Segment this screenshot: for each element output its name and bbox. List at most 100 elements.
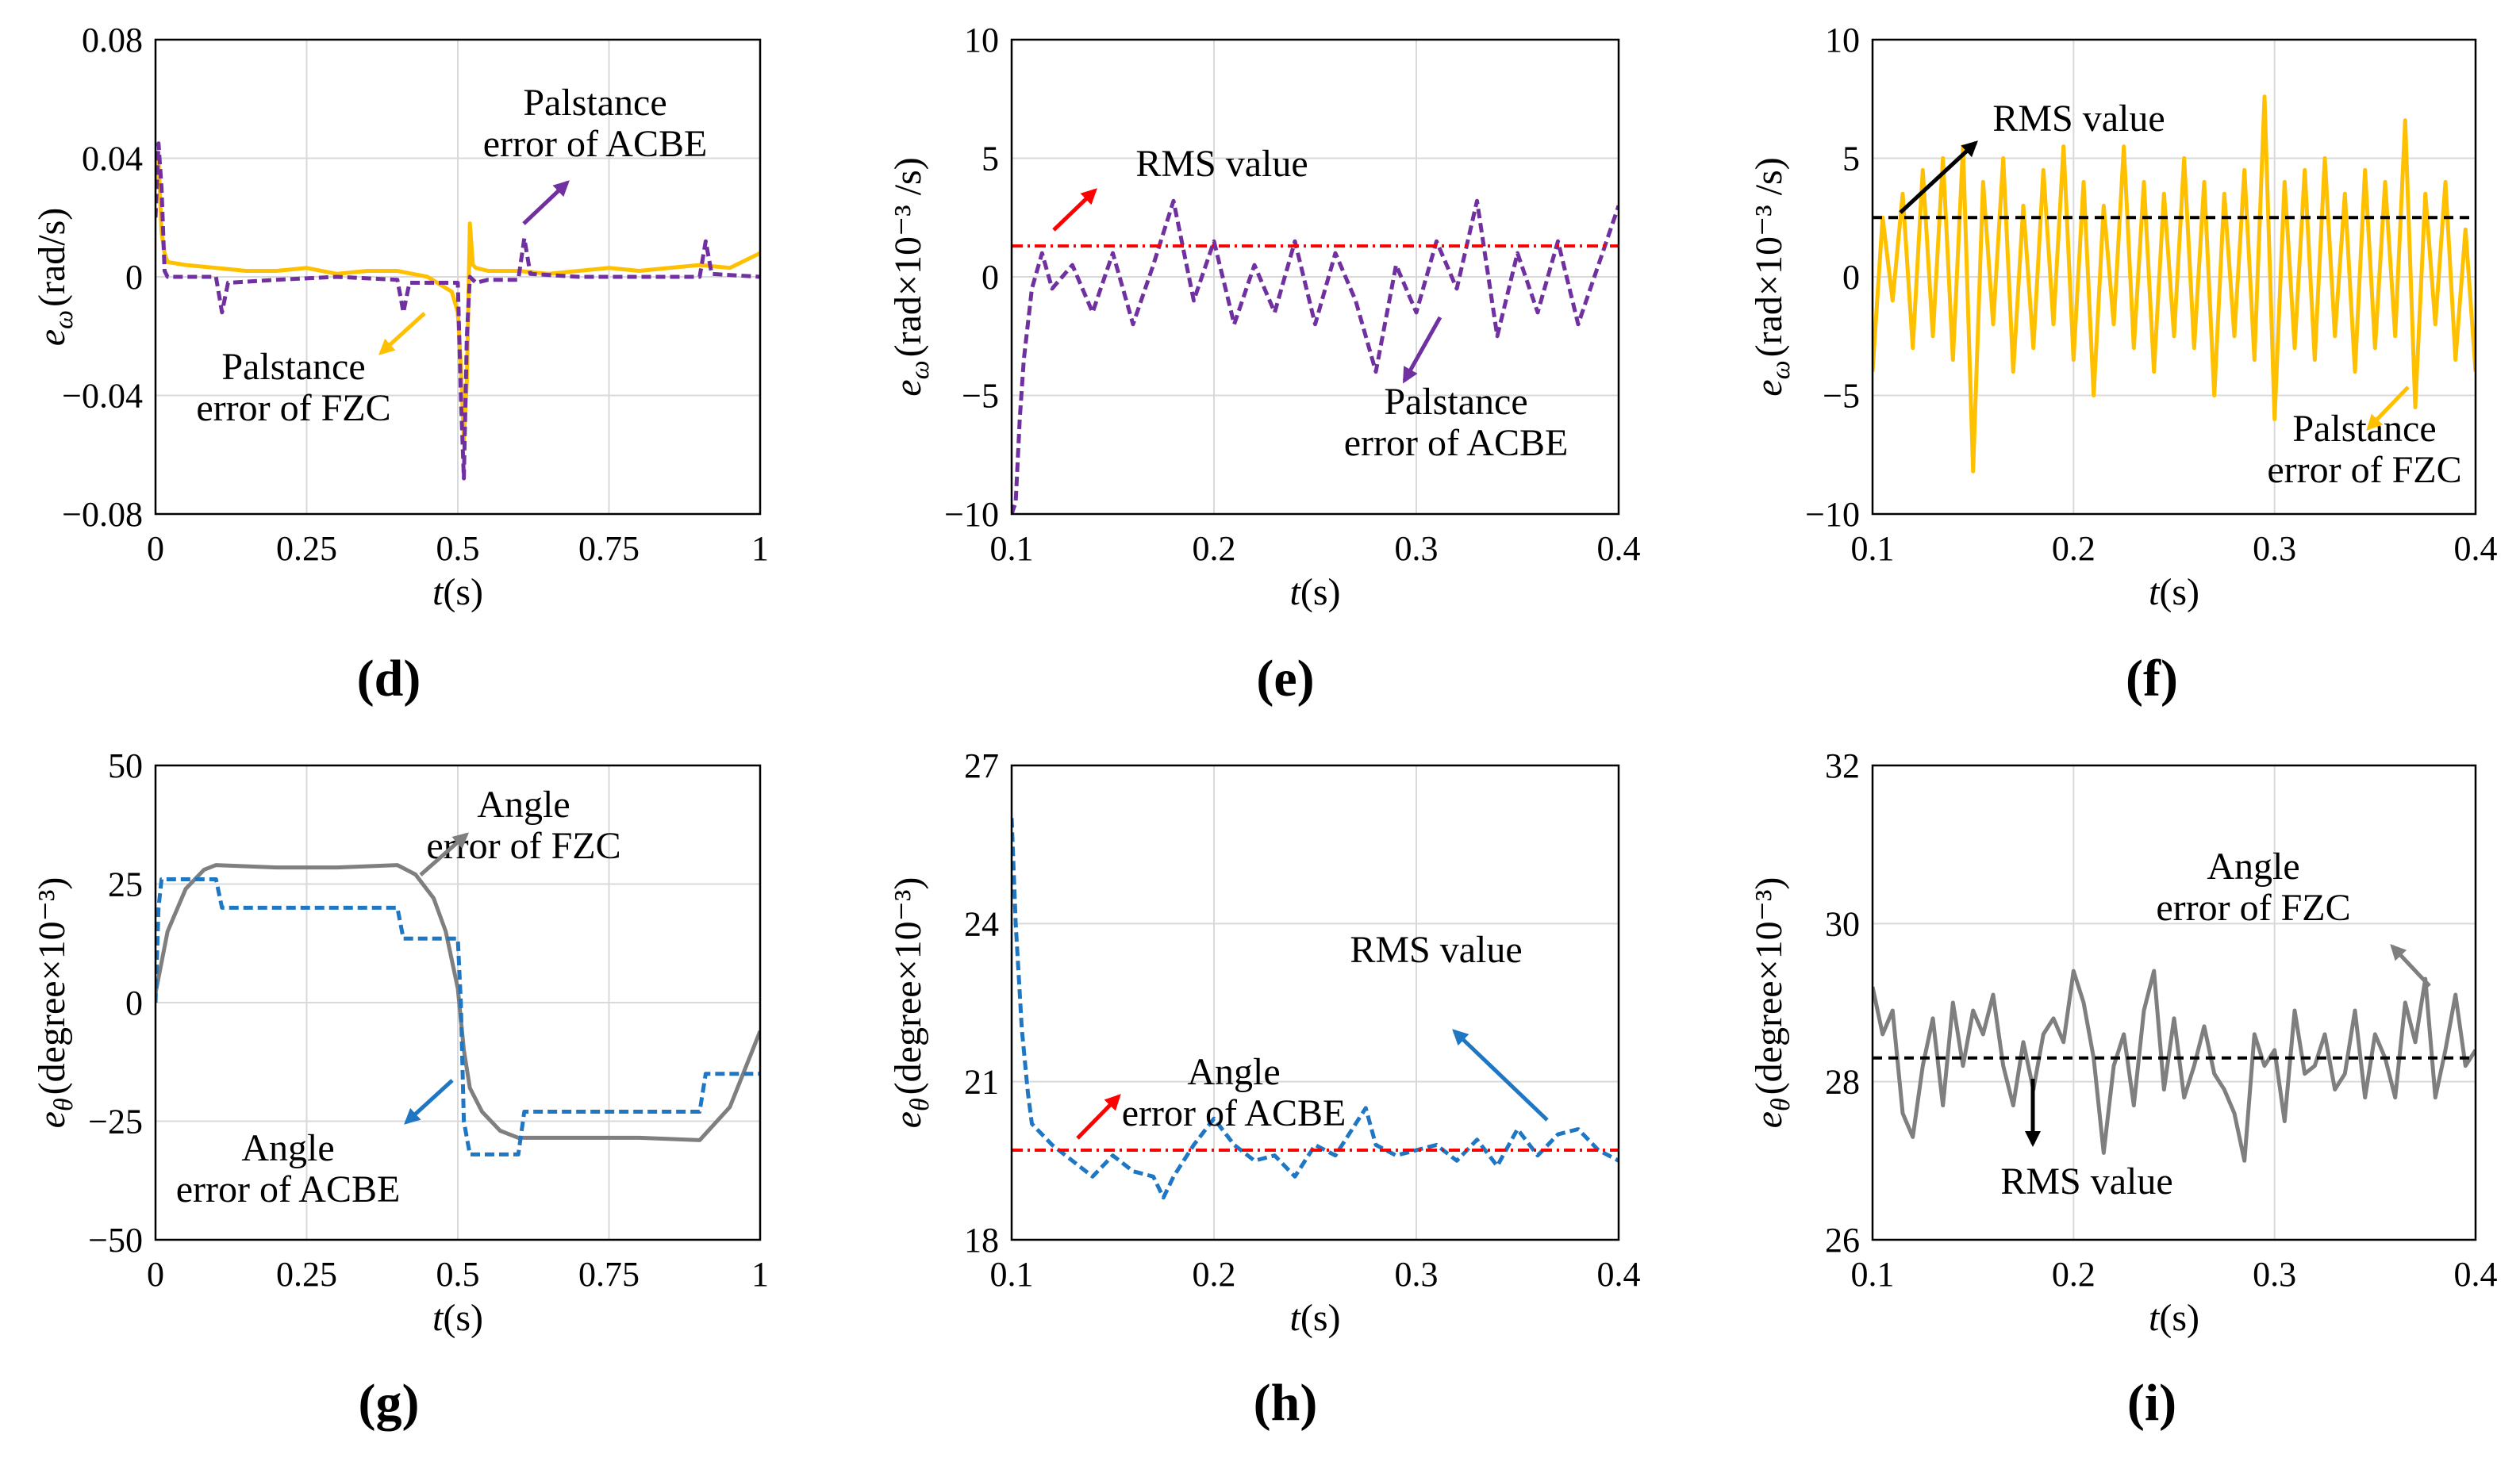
x-tick-label: 0.4 xyxy=(1597,529,1641,568)
y-tick-label: 25 xyxy=(108,865,143,904)
x-tick-label: 0.1 xyxy=(990,529,1034,568)
x-tick-label: 0.75 xyxy=(578,529,640,568)
panel-label: (e) xyxy=(1256,650,1314,708)
panel-label: (f) xyxy=(2126,650,2178,708)
y-tick-label: −0.08 xyxy=(62,495,143,534)
plot-frame xyxy=(154,38,762,516)
x-axis-variable: t xyxy=(2149,571,2161,613)
x-tick-label: 0.5 xyxy=(436,1255,480,1294)
y-tick-label: 50 xyxy=(108,746,143,785)
annotation-arrow xyxy=(378,312,426,355)
x-axis-label: t(s) xyxy=(2149,571,2199,613)
chart-panel-h: 0.1 0.2 0.3 0.4 18 21 24 27 t(s) eθ (degree×10⁻³) R… xyxy=(887,746,1641,1432)
annotation-label: RMS value xyxy=(1350,929,1522,971)
y-axis-unit: (degree×10⁻³) xyxy=(1748,877,1790,1095)
annotation-label: RMS value xyxy=(1135,143,1308,185)
x-tick-label: 0.4 xyxy=(2454,1255,2498,1294)
x-axis-label: t(s) xyxy=(2149,1297,2199,1339)
y-tick-label: 30 xyxy=(1825,904,1860,943)
annotation-line: error of FZC xyxy=(196,387,390,429)
annotation-line: RMS value xyxy=(2000,1160,2172,1203)
y-tick-label: 0 xyxy=(981,258,999,297)
chart-panel-g: 0 0.25 0.5 0.75 1 −50 −25 0 25 50 t(s) eθ (degree×10… xyxy=(31,746,769,1432)
series-line-acbe xyxy=(156,141,760,481)
x-axis-unit: (s) xyxy=(2159,1297,2199,1339)
annotation-label: RMS value xyxy=(2000,1160,2172,1203)
plot-frame xyxy=(1010,38,1620,516)
plot-frame xyxy=(1871,38,2477,516)
x-axis-variable: t xyxy=(432,571,444,613)
annotation-arrow xyxy=(1076,1094,1121,1140)
annotation-line: error of FZC xyxy=(2267,449,2461,491)
annotation-label: Palstance error of ACBE xyxy=(1344,381,1569,464)
y-axis-variable: e xyxy=(887,1111,929,1128)
y-axis-label: eθ (degree×10⁻³) xyxy=(31,877,79,1129)
annotation-line: Angle xyxy=(241,1127,334,1169)
annotation-label: Palstance error of FZC xyxy=(196,346,390,429)
x-tick-label: 1 xyxy=(751,529,769,568)
annotation-line: error of ACBE xyxy=(483,123,708,165)
x-axis-unit: (s) xyxy=(1300,1297,1341,1339)
chart-panel-f: 0.1 0.2 0.3 0.4 −10 −5 0 5 10 t(s) eω (rad×10⁻³ /s)… xyxy=(1748,21,2498,708)
y-axis-subscript: θ xyxy=(1766,1098,1796,1111)
y-axis-variable: e xyxy=(1748,1111,1790,1128)
y-tick-label: −10 xyxy=(1805,495,1860,534)
x-axis-unit: (s) xyxy=(443,571,483,613)
y-tick-label: 10 xyxy=(1825,21,1860,59)
y-tick-label: 5 xyxy=(1842,140,1860,178)
annotation-line: error of FZC xyxy=(2156,887,2350,929)
y-axis-variable: e xyxy=(31,329,73,346)
plot-frame xyxy=(1871,764,2477,1241)
x-tick-label: 0.4 xyxy=(2454,529,2498,568)
annotation-label: Palstance error of FZC xyxy=(2267,408,2461,491)
y-tick-label: 0.08 xyxy=(82,21,143,59)
annotation-line: Angle xyxy=(477,784,570,826)
annotation-label: Angle error of FZC xyxy=(2156,846,2350,929)
y-tick-label: −10 xyxy=(944,495,999,534)
x-tick-label: 0.75 xyxy=(578,1255,640,1294)
x-tick-label: 0.1 xyxy=(1851,1255,1895,1294)
annotation-arrow xyxy=(2366,386,2410,431)
x-tick-label: 0.2 xyxy=(2052,529,2096,568)
chart-panel-i: 0.1 0.2 0.3 0.4 26 28 30 32 t(s) eθ (degree×10⁻³) A… xyxy=(1748,746,2498,1432)
annotation-arrow xyxy=(419,832,470,877)
x-tick-label: 0.3 xyxy=(1395,1255,1439,1294)
annotation-line: Palstance xyxy=(2292,408,2436,450)
series-line-acbe xyxy=(1012,198,1619,514)
annotation-arrow xyxy=(404,1079,454,1125)
y-axis-variable: e xyxy=(887,379,929,396)
x-axis-variable: t xyxy=(1290,571,1302,613)
x-tick-label: 0.5 xyxy=(436,529,480,568)
x-tick-label: 0.3 xyxy=(2253,529,2296,568)
annotation-arrow xyxy=(1899,140,1978,214)
y-tick-label: −50 xyxy=(88,1221,143,1260)
y-axis-label: eω (rad×10⁻³ /s) xyxy=(1748,157,1796,396)
x-tick-label: 0.25 xyxy=(276,1255,337,1294)
y-tick-label: 28 xyxy=(1825,1063,1860,1102)
annotation-arrow xyxy=(2390,944,2431,988)
y-tick-label: 32 xyxy=(1825,746,1860,785)
x-tick-label: 0.4 xyxy=(1597,1255,1641,1294)
y-axis-unit: (degree×10⁻³) xyxy=(887,877,929,1095)
series-line-fzc xyxy=(1873,94,2476,474)
x-axis-variable: t xyxy=(1290,1297,1302,1339)
x-tick-label: 0.2 xyxy=(1193,1255,1236,1294)
x-axis-label: t(s) xyxy=(432,1297,483,1339)
y-axis-label: eθ (degree×10⁻³) xyxy=(887,877,935,1129)
x-tick-label: 0 xyxy=(147,529,164,568)
y-axis-label: eθ (degree×10⁻³) xyxy=(1748,877,1796,1129)
annotation-line: RMS value xyxy=(1350,929,1522,971)
y-tick-label: 21 xyxy=(964,1063,999,1102)
annotation-label: RMS value xyxy=(1992,98,2165,140)
x-tick-label: 0 xyxy=(147,1255,164,1294)
x-tick-label: 0.3 xyxy=(1395,529,1439,568)
annotation-label: Angle error of ACBE xyxy=(1122,1051,1346,1134)
annotation-line: Palstance xyxy=(1384,381,1527,423)
y-tick-label: 26 xyxy=(1825,1221,1860,1260)
y-axis-label: eω (rad/s) xyxy=(31,208,79,347)
x-tick-label: 1 xyxy=(751,1255,769,1294)
y-axis-variable: e xyxy=(1748,379,1790,396)
x-axis-unit: (s) xyxy=(1300,571,1341,613)
series-line-acbe xyxy=(1012,818,1619,1200)
